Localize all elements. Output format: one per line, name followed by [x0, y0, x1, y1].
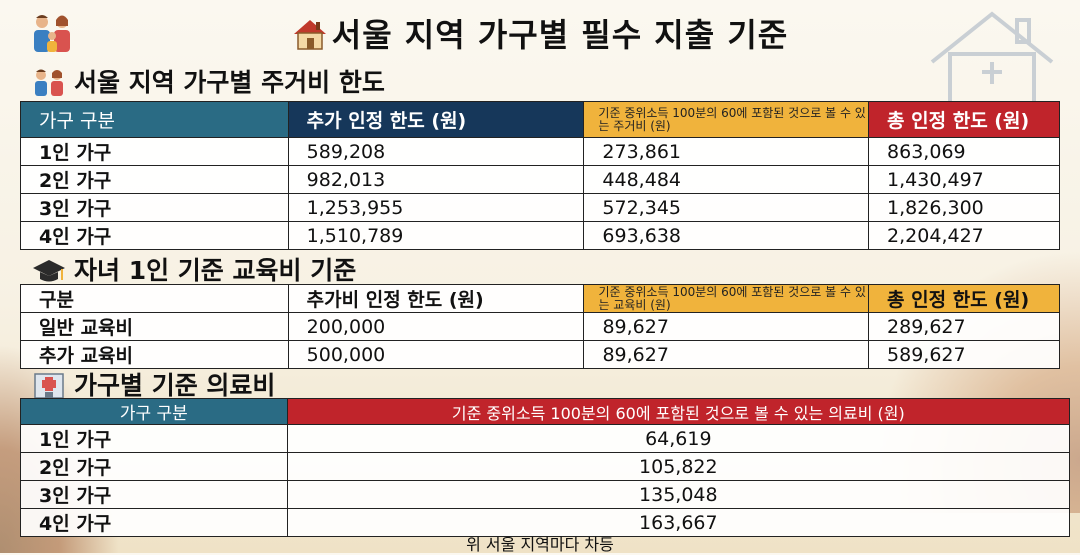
table-row: 4인 가구 163,667: [20, 508, 1071, 537]
education-cell: 추가 교육비: [20, 340, 289, 369]
table-row: 일반 교육비 200,000 89,627 289,627: [20, 312, 1060, 341]
education-cell: 289,627: [868, 312, 1060, 341]
housing-cell: 448,484: [583, 165, 870, 194]
housing-cell: 982,013: [287, 165, 585, 194]
medical-col-included: 기준 중위소득 100분의 60에 포함된 것으로 볼 수 있는 의료비 (원): [286, 398, 1071, 425]
medical-cell: 105,822: [286, 452, 1071, 481]
page-title: 서울 지역 가구별 필수 지출 기준: [0, 10, 1080, 56]
education-table: 구분 추가비 인정 한도 (원) 기준 중위소득 100분의 60에 포함된 것…: [20, 284, 1060, 369]
education-cell: 일반 교육비: [20, 312, 289, 341]
family-icon: [35, 69, 63, 96]
housing-cell: 1,510,789: [287, 221, 585, 250]
education-cell: 589,627: [868, 340, 1060, 369]
medical-heading: 가구별 기준 의료비: [32, 366, 275, 402]
housing-cell: 273,861: [583, 137, 870, 166]
housing-col-included: 기준 중위소득 100분의 60에 포함된 것으로 볼 수 있는 주거비 (원): [583, 101, 870, 138]
housing-cell: 589,208: [287, 137, 585, 166]
medical-header-row: 가구 구분 기준 중위소득 100분의 60에 포함된 것으로 볼 수 있는 의…: [20, 398, 1071, 425]
house-icon: [293, 20, 326, 50]
table-row: 3인 가구 135,048: [20, 480, 1071, 509]
medical-cell: 64,619: [286, 424, 1071, 453]
graduation-cap-icon: [33, 260, 65, 282]
table-row: 3인 가구 1,253,955 572,345 1,826,300: [20, 193, 1060, 222]
education-col-category: 구분: [20, 284, 289, 313]
education-cell: 89,627: [583, 340, 870, 369]
table-row: 1인 가구 64,619: [20, 424, 1071, 453]
education-cell: 500,000: [287, 340, 585, 369]
education-heading: 자녀 1인 기준 교육비 기준: [32, 251, 356, 287]
housing-table: 가구 구분 추가 인정 한도 (원) 기준 중위소득 100분의 60에 포함된…: [20, 101, 1060, 250]
education-cell: 200,000: [287, 312, 585, 341]
housing-cell: 572,345: [583, 193, 870, 222]
family-icon: [34, 15, 70, 52]
page-title-text: 서울 지역 가구별 필수 지출 기준: [331, 16, 789, 54]
housing-heading: 서울 지역 가구별 주거비 한도: [32, 63, 385, 99]
education-col-total: 총 인정 한도 (원): [868, 284, 1060, 313]
table-row: 1인 가구 589,208 273,861 863,069: [20, 137, 1060, 166]
footer-note: 위 서울 지역마다 차등: [466, 535, 614, 554]
medical-cell: 135,048: [286, 480, 1071, 509]
medical-cell: 1인 가구: [20, 424, 288, 453]
housing-cell: 1,826,300: [868, 193, 1060, 222]
education-header-row: 구분 추가비 인정 한도 (원) 기준 중위소득 100분의 60에 포함된 것…: [20, 284, 1060, 313]
table-row: 2인 가구 982,013 448,484 1,430,497: [20, 165, 1060, 194]
education-heading-text: 자녀 1인 기준 교육비 기준: [74, 256, 357, 285]
housing-cell: 693,638: [583, 221, 870, 250]
education-col-extra-limit: 추가비 인정 한도 (원): [287, 284, 585, 313]
housing-col-household: 가구 구분: [20, 101, 289, 138]
education-col-included: 기준 중위소득 100분의 60에 포함된 것으로 볼 수 있는 교육비 (원): [583, 284, 870, 313]
housing-col-extra-limit: 추가 인정 한도 (원): [287, 101, 585, 138]
medical-cell: 2인 가구: [20, 452, 288, 481]
housing-cell: 2,204,427: [868, 221, 1060, 250]
housing-cell: 1인 가구: [20, 137, 289, 166]
housing-cell: 1,430,497: [868, 165, 1060, 194]
housing-cell: 863,069: [868, 137, 1060, 166]
table-row: 2인 가구 105,822: [20, 452, 1071, 481]
housing-cell: 2인 가구: [20, 165, 289, 194]
housing-cell: 3인 가구: [20, 193, 289, 222]
table-row: 4인 가구 1,510,789 693,638 2,204,427: [20, 221, 1060, 250]
table-row: 추가 교육비 500,000 89,627 589,627: [20, 340, 1060, 369]
education-cell: 89,627: [583, 312, 870, 341]
medical-col-household: 가구 구분: [20, 398, 288, 425]
medical-heading-text: 가구별 기준 의료비: [74, 371, 276, 400]
hospital-icon: [34, 373, 64, 399]
medical-cell: 163,667: [286, 508, 1071, 537]
medical-cell: 3인 가구: [20, 480, 288, 509]
medical-table: 가구 구분 기준 중위소득 100분의 60에 포함된 것으로 볼 수 있는 의…: [20, 398, 1071, 537]
housing-header-row: 가구 구분 추가 인정 한도 (원) 기준 중위소득 100분의 60에 포함된…: [20, 101, 1060, 138]
housing-cell: 1,253,955: [287, 193, 585, 222]
housing-col-total: 총 인정 한도 (원): [868, 101, 1060, 138]
housing-heading-text: 서울 지역 가구별 주거비 한도: [74, 68, 385, 97]
housing-cell: 4인 가구: [20, 221, 289, 250]
